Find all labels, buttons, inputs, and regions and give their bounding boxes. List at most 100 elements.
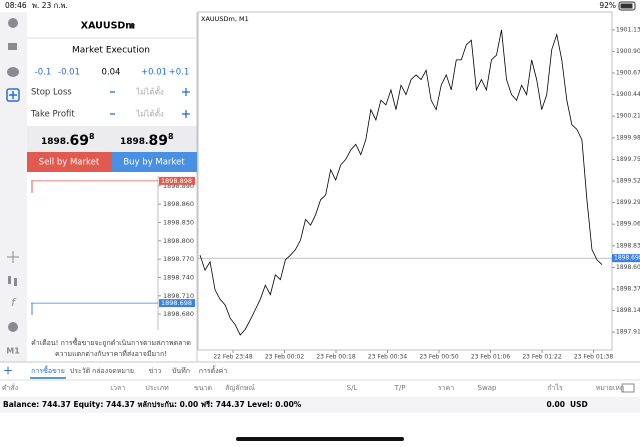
y-tick-label: 1900.670 <box>616 70 640 77</box>
y-tick-label: 1898.830 <box>163 218 194 226</box>
column-header: ประเภท <box>145 384 169 392</box>
bid-price-sup: 8 <box>89 132 95 141</box>
toolbar-icons: f M1 <box>6 18 20 356</box>
x-tick-label: 22 Feb 23:48 <box>213 354 253 361</box>
ask-label: 1898.898 <box>161 177 192 185</box>
y-tick-label: 1899.750 <box>616 156 640 163</box>
y-tick-label: 1900.210 <box>616 113 640 120</box>
column-header: สัญลักษณ์ <box>225 384 255 392</box>
currency: USD <box>570 400 588 409</box>
current-price-bg <box>612 254 640 263</box>
column-header: คำสั่ง <box>2 383 18 392</box>
warning-line: คำเตือน! การซื้อขายจะถูกดำเนินการตามสภาพ… <box>31 336 191 347</box>
y-tick-label: 1898.860 <box>163 200 194 208</box>
stop-loss-label: Stop Loss <box>31 88 72 98</box>
price-band <box>27 126 197 152</box>
buy-button-label[interactable]: Buy by Market <box>123 158 185 168</box>
status-date: พ. 23 ก.พ. <box>32 1 68 10</box>
ask-label-bg <box>159 176 195 185</box>
bid-price-main: 1898. <box>41 137 69 147</box>
tab[interactable]: การตั้งค่า <box>199 364 228 375</box>
sell-button[interactable] <box>27 152 112 172</box>
y-tick-label: 1899.290 <box>616 199 640 206</box>
toolbar <box>0 12 27 362</box>
main-chart: 1901.130 1900.900 1900.670 1900.440 1900.210… <box>198 26 640 361</box>
x-tick-label: 23 Feb 01:38 <box>574 354 614 361</box>
icon-indicators[interactable]: f <box>11 296 17 309</box>
bid-label-bg <box>159 299 195 308</box>
y-tick-label: 1898.770 <box>163 255 194 263</box>
icon-timeframe[interactable]: M1 <box>6 347 20 356</box>
y-tick-label: 1898.740 <box>163 273 194 281</box>
ask-price-sup: 8 <box>168 132 174 141</box>
status-battery: 92% <box>599 1 616 10</box>
symbol[interactable]: XAUUSDm <box>81 21 136 32</box>
y-tick-label: 1898.600 <box>616 264 640 271</box>
y-tick-label: 1898.830 <box>616 242 640 249</box>
volume-step[interactable]: -0.01 <box>58 68 80 78</box>
y-tick-label: 1900.440 <box>616 91 640 98</box>
y-tick-label: 1898.800 <box>163 237 194 245</box>
tab[interactable]: ข่าว <box>149 367 162 375</box>
x-tick-label: 23 Feb 00:50 <box>419 354 459 361</box>
ask-price-big: 89 <box>148 133 167 149</box>
home-indicator <box>236 437 404 441</box>
price-line <box>199 29 603 336</box>
stop-loss-value[interactable]: ไม่ได้ตั้ง <box>135 86 164 97</box>
y-tick-label: 1898.710 <box>163 292 194 300</box>
y-tick-label: 1898.890 <box>163 182 194 190</box>
y-tick-label: 1899.520 <box>616 178 640 185</box>
y-tick-label: 1900.900 <box>616 48 640 55</box>
table-settings-icon[interactable] <box>621 383 635 393</box>
icon-trade[interactable] <box>8 43 17 50</box>
battery-level <box>620 3 633 9</box>
x-tick-label: 23 Feb 01:06 <box>471 354 511 361</box>
y-tick-label: 1898.680 <box>163 310 194 318</box>
x-tick-label: 23 Feb 00:02 <box>265 354 305 361</box>
icon-chat[interactable] <box>7 67 19 77</box>
tab[interactable]: ประวัติ <box>70 367 91 375</box>
x-tick-label: 23 Feb 01:22 <box>522 354 562 361</box>
y-tick-label: 1899.980 <box>616 134 640 141</box>
bid-price-big: 69 <box>69 133 88 149</box>
take-profit-label: Take Profit <box>30 110 75 120</box>
icon-account[interactable] <box>8 18 18 28</box>
add-button[interactable]: + <box>3 364 13 378</box>
column-header: ขนาด <box>194 384 212 392</box>
y-tick-label: 1898.140 <box>616 307 640 314</box>
sell-button-label[interactable]: Sell by Market <box>39 158 100 168</box>
column-header: ราคา <box>438 384 454 392</box>
chart-title: XAUUSDm, M1 <box>201 15 249 23</box>
tabs: การซื้อขาย ประวัติ กล่องจดหมาย ข่าว บันทึก กา… <box>30 364 228 379</box>
icon-objects[interactable] <box>8 322 18 332</box>
tab[interactable]: กล่องจดหมาย <box>92 367 134 375</box>
status-time: 08:46 <box>5 1 27 10</box>
symbol-dropdown[interactable] <box>129 24 135 29</box>
buy-button[interactable] <box>112 152 197 172</box>
total-profit: 0.00 <box>546 400 565 409</box>
volume[interactable]: 0.04 <box>102 68 121 78</box>
footer-bar <box>0 397 640 413</box>
tab[interactable]: บันทึก <box>172 366 190 375</box>
volume-step[interactable]: -0.1 <box>35 68 52 78</box>
volume-step[interactable]: +0.01 <box>141 68 167 78</box>
mini-chart: 1898.890 1898.860 1898.830 1898.800 1898.770… <box>31 176 195 330</box>
execution-mode: Market Execution <box>72 46 150 56</box>
bid-label: 1898.698 <box>161 299 192 307</box>
y-tick-label: 1898.370 <box>616 285 640 292</box>
icon-candles <box>14 278 17 286</box>
warning-line: ความแตกต่างกับราคาที่ส่งอาจมีมาก! <box>55 349 167 358</box>
tab[interactable]: การซื้อขาย <box>31 364 65 375</box>
y-tick-label: 1901.130 <box>616 26 640 33</box>
x-tick-label: 23 Feb 00:18 <box>316 354 356 361</box>
take-profit-value[interactable]: ไม่ได้ตั้ง <box>135 108 164 119</box>
volume-step[interactable]: +0.1 <box>169 68 190 78</box>
table-header: คำสั่ง เวลา ประเภท ขนาด สัญลักษณ์ S/L T/P ราคา S… <box>2 383 625 392</box>
icon-new-order[interactable] <box>6 88 20 102</box>
current-price-label: 1898.698 <box>614 255 640 262</box>
ask-price: 1898.898 <box>120 132 174 150</box>
icon-candles[interactable] <box>8 276 11 284</box>
